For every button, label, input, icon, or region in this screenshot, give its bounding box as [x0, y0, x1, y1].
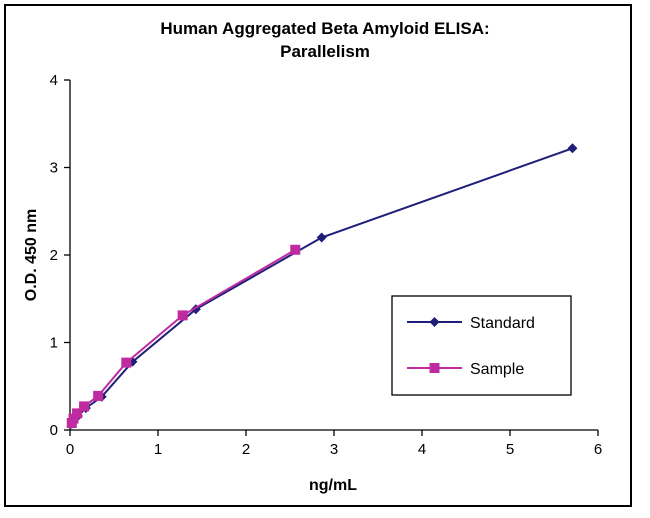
- y-tick-label: 4: [50, 72, 58, 89]
- x-tick-label: 5: [506, 441, 514, 458]
- x-tick-label: 4: [418, 441, 426, 458]
- data-point-sample: [177, 310, 188, 321]
- legend-standard-label: Standard: [470, 315, 535, 332]
- data-point-sample: [121, 357, 132, 368]
- chart-frame: [4, 4, 632, 507]
- x-tick-label: 3: [330, 441, 338, 458]
- x-axis-label: ng/mL: [309, 477, 357, 494]
- x-tick-label: 1: [154, 441, 162, 458]
- data-point-standard: [567, 143, 578, 154]
- x-tick-label: 2: [242, 441, 250, 458]
- chart-title-line2: Parallelism: [280, 42, 370, 61]
- legend-box: [391, 295, 572, 396]
- data-point-sample: [290, 244, 301, 255]
- x-tick-label: 0: [66, 441, 74, 458]
- legend-sample-marker: [429, 363, 440, 373]
- data-point-sample: [68, 413, 79, 424]
- data-point-standard: [127, 356, 138, 367]
- y-tick-label: 2: [50, 247, 58, 264]
- data-point-sample: [72, 408, 83, 419]
- chart-title-line1: Human Aggregated Beta Amyloid ELISA:: [160, 19, 490, 38]
- y-axis-label: O.D. 450 nm: [23, 209, 40, 301]
- y-tick-label: 3: [50, 160, 58, 177]
- data-point-standard: [316, 232, 327, 243]
- data-point-sample: [93, 390, 104, 401]
- legend-sample-label: Sample: [470, 361, 524, 378]
- x-tick-label: 6: [594, 441, 602, 458]
- series-layer: [66, 143, 578, 429]
- legend-standard-marker: [429, 317, 440, 327]
- legend: Standard Sample: [391, 295, 572, 396]
- y-tick-label: 0: [50, 422, 58, 439]
- y-tick-label: 1: [50, 335, 58, 352]
- data-point-sample: [79, 401, 90, 412]
- ticks: 0 1 2 3 4 5 6 0 1 2 3 4: [50, 72, 603, 458]
